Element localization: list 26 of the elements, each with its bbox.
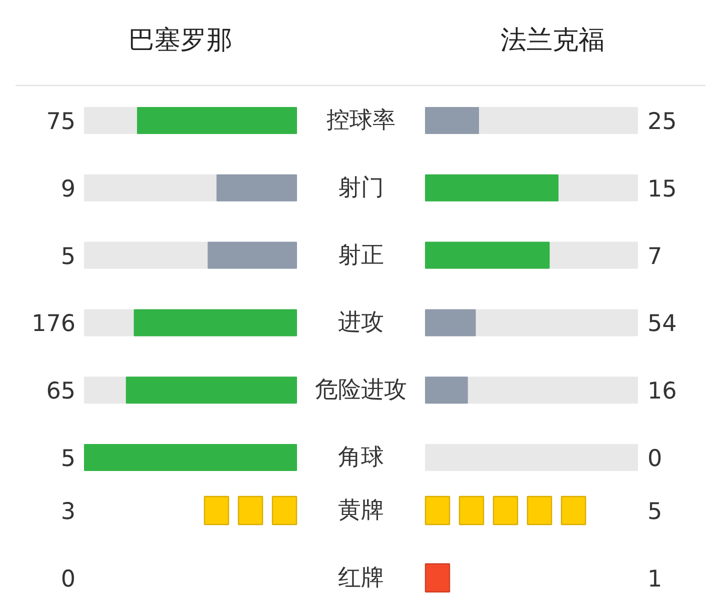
text: 法兰克福 [500, 26, 604, 56]
data-label: 65 [46, 378, 76, 405]
data-label: 54 [648, 311, 677, 338]
data-label: 1 [648, 566, 662, 592]
data-label: 3 [60, 499, 76, 525]
category-label: 角球 [338, 444, 384, 470]
category-label: 黄牌 [338, 498, 384, 524]
category-label: 射门 [338, 174, 384, 201]
category-label: 射正 [338, 242, 384, 268]
data-label: 5 [648, 499, 662, 525]
category-label: 危险进攻 [315, 377, 407, 404]
data-label: 0 [648, 446, 662, 472]
category-label: 进攻 [338, 310, 384, 336]
data-label: 9 [60, 176, 76, 202]
data-label: 25 [648, 109, 677, 135]
data-label: 15 [648, 176, 677, 202]
data-label: 7 [648, 244, 662, 270]
data-label: 5 [60, 244, 76, 270]
data-label: 16 [648, 378, 677, 405]
data-label: 5 [60, 446, 76, 472]
data-label: 0 [60, 566, 76, 592]
data-label: 75 [46, 109, 76, 135]
category-label: 控球率 [326, 108, 396, 134]
data-label: 176 [32, 311, 76, 338]
text: 巴塞罗那 [128, 26, 232, 56]
category-label: 红牌 [338, 564, 384, 591]
